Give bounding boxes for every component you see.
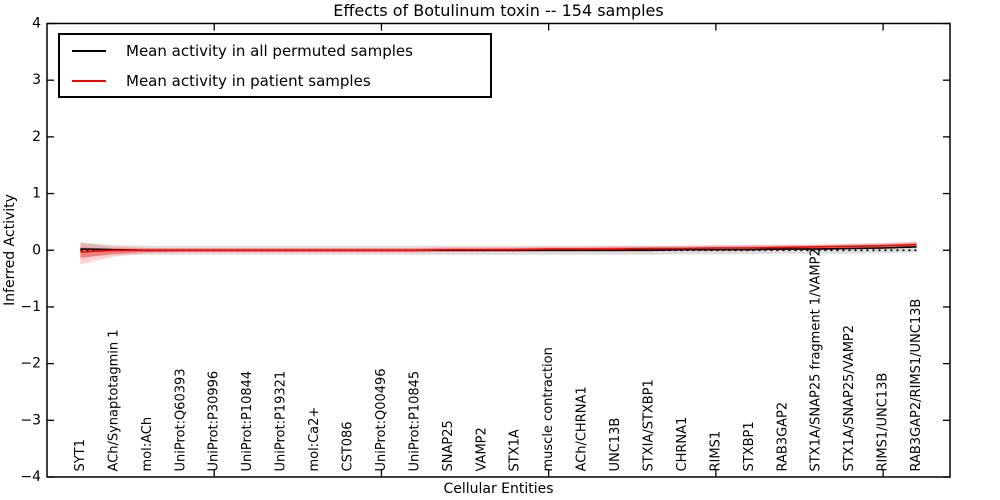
x-tick-label: STXBP1 — [742, 421, 757, 471]
x-tick-label: VAMP2 — [474, 427, 489, 471]
x-tick-label: STX1A/SNAP25 fragment 1/VAMP2 — [809, 248, 824, 471]
series-lines — [80, 243, 917, 253]
legend-label-patient: Mean activity in patient samples — [126, 71, 371, 90]
x-tick-label: UniProt:P19321 — [274, 371, 289, 472]
x-tick-label: mol:Ca2+ — [307, 407, 322, 472]
legend-line-patient — [72, 79, 106, 82]
y-tick-label: 3 — [32, 72, 41, 88]
series-line-1 — [80, 243, 917, 253]
y-tick-label: 2 — [32, 129, 41, 145]
x-tick-label: SYT1 — [73, 439, 88, 471]
x-tick-label: UniProt:P30996 — [207, 371, 222, 472]
y-tick-label: −1 — [20, 299, 41, 315]
y-tick-label: 0 — [32, 242, 41, 258]
x-tick-label: RAB3GAP2 — [775, 402, 790, 472]
x-tick-label: UniProt:P10845 — [407, 371, 422, 472]
x-tick-label: UniProt:Q60393 — [173, 368, 188, 471]
axis-ticks — [47, 22, 950, 478]
legend-line-permuted — [72, 49, 106, 52]
y-tick-label: −2 — [20, 356, 41, 372]
x-tick-label: UniProt:Q00496 — [374, 368, 389, 471]
x-tick-label: muscle contraction — [541, 347, 556, 471]
y-tick-label: 4 — [32, 16, 41, 32]
legend-label-permuted: Mean activity in all permuted samples — [126, 41, 413, 60]
chart-title: Effects of Botulinum toxin -- 154 sample… — [333, 1, 664, 20]
y-tick-labels: 4 3 2 1 0 −1 −2 −3 −4 — [20, 16, 41, 486]
x-tick-label: STXIA/STXBP1 — [642, 379, 657, 471]
x-tick-label: mol:ACh — [140, 417, 155, 472]
x-tick-label: UNC13B — [608, 418, 623, 472]
x-tick-label: ACh/Synaptotagmin 1 — [106, 329, 121, 471]
legend-entry-patient: Mean activity in patient samples — [60, 66, 490, 96]
x-tick-label: RIMS1 — [708, 431, 723, 472]
y-tick-label: 1 — [32, 186, 41, 202]
x-tick-label: RAB3GAP2/RIMS1/UNC13B — [909, 299, 924, 472]
x-tick-label: CST086 — [341, 421, 356, 471]
x-tick-label: ACh/CHRNA1 — [575, 386, 590, 471]
x-tick-label: CHRNA1 — [675, 417, 690, 472]
x-tick-label: RIMS1/UNC13B — [876, 373, 891, 472]
x-tick-label: STX1A/SNAP25/VAMP2 — [842, 325, 857, 472]
x-axis-label: Cellular Entities — [443, 481, 554, 497]
x-tick-labels: SYT1 ACh/Synaptotagmin 1 mol:ACh UniProt:Q6… — [73, 248, 924, 471]
legend-entry-permuted: Mean activity in all permuted samples — [60, 36, 490, 66]
y-tick-label: −4 — [20, 469, 41, 485]
confidence-bands — [80, 241, 917, 265]
x-tick-label: SNAP25 — [441, 420, 456, 471]
x-tick-label: UniProt:P10844 — [240, 371, 255, 472]
y-tick-label: −3 — [20, 412, 41, 428]
x-tick-label: STX1A — [508, 429, 523, 471]
legend: Mean activity in all permuted samples Me… — [58, 33, 492, 98]
